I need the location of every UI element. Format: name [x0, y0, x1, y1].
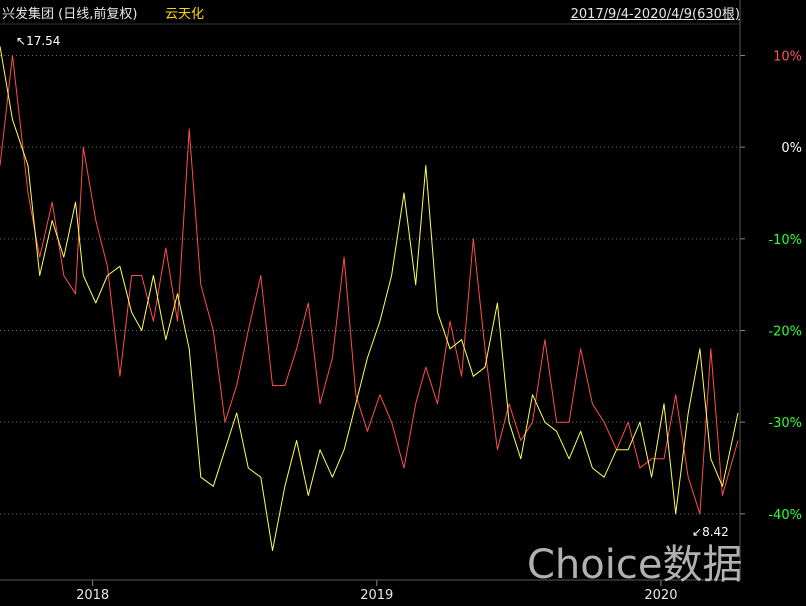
- y-tick-label: -30%: [768, 416, 802, 431]
- axes: [0, 0, 741, 581]
- y-tick-label: 0%: [781, 141, 802, 156]
- x-tick-label: 2019: [360, 588, 393, 603]
- series-lines: [0, 46, 739, 551]
- series-line-1: [0, 55, 739, 515]
- compare-stock-label[interactable]: 云天化: [165, 7, 205, 22]
- watermark: Choice数据: [527, 542, 742, 588]
- x-tick-labels: 2018 2019 2020: [76, 588, 677, 603]
- y-tick-label: -40%: [768, 508, 802, 523]
- annotations: ↖17.54 ↙8.42: [16, 34, 729, 539]
- date-range-label[interactable]: 2017/9/4-2020/4/9(630根): [570, 7, 740, 22]
- x-tick-label: 2018: [76, 588, 109, 603]
- y-tick-labels: 10% 0% -10% -20% -30% -40%: [768, 50, 802, 523]
- stock-title: 兴发集团 (日线,前复权): [2, 7, 138, 22]
- high-annotation: ↖17.54: [16, 34, 60, 48]
- y-tick-label: -10%: [768, 233, 802, 248]
- grid-lines: [0, 55, 745, 586]
- x-tick-label: 2020: [644, 588, 677, 603]
- y-tick-label: 10%: [773, 50, 802, 65]
- y-tick-label: -20%: [768, 325, 802, 340]
- low-annotation: ↙8.42: [692, 525, 729, 539]
- series-line-2: [0, 46, 739, 551]
